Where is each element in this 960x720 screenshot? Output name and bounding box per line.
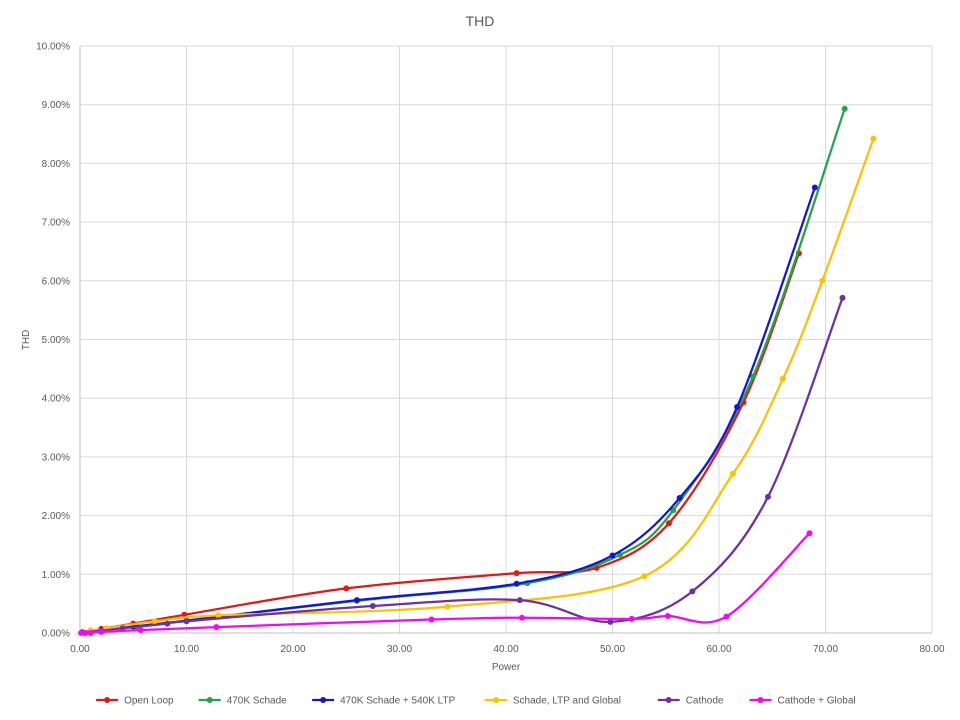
data-point xyxy=(764,493,771,500)
data-point xyxy=(839,294,846,301)
y-tick-label: 0.00% xyxy=(42,629,70,640)
data-point xyxy=(513,570,520,577)
y-tick-label: 1.00% xyxy=(42,570,70,581)
legend-item-470k-schade-540k-ltp: 470K Schade + 540K LTP xyxy=(312,696,456,707)
y-tick-label: 6.00% xyxy=(42,276,70,287)
legend-label: 470K Schade xyxy=(227,696,287,707)
data-point xyxy=(665,520,672,527)
data-point xyxy=(428,616,435,623)
legend-marker xyxy=(104,697,111,703)
data-point xyxy=(811,184,818,191)
data-point xyxy=(609,552,616,559)
y-tick-label: 2.00% xyxy=(42,511,70,522)
data-point xyxy=(819,277,826,284)
series-schade-ltp-and-global xyxy=(79,135,877,635)
legend-item-cathode-global: Cathode + Global xyxy=(749,696,856,707)
series-line-schade-ltp-and-global xyxy=(81,137,875,633)
y-tick-label: 4.00% xyxy=(42,394,70,405)
legend: Open Loop 470K Schade 470K Schade + 540K L… xyxy=(96,696,856,707)
data-point xyxy=(641,573,648,580)
data-point xyxy=(518,614,525,621)
data-point xyxy=(779,375,786,382)
x-tick-label: 50.00 xyxy=(600,644,625,655)
legend-label: Cathode xyxy=(686,696,724,707)
data-point xyxy=(98,628,105,635)
legend-marker xyxy=(757,697,764,703)
data-point xyxy=(513,580,520,587)
x-tick-label: 60.00 xyxy=(706,644,731,655)
data-point xyxy=(870,135,877,142)
series-line-cathode xyxy=(81,296,844,634)
data-point xyxy=(734,404,741,411)
x-tick-labels: 0.00 10.00 20.00 30.00 40.00 50.00 60.00 70.00 8… xyxy=(70,644,945,655)
series-open-loop xyxy=(79,250,802,636)
y-tick-label: 10.00% xyxy=(36,42,70,53)
y-tick-label: 9.00% xyxy=(42,100,70,111)
legend-marker xyxy=(665,697,672,703)
data-point xyxy=(841,105,848,112)
series xyxy=(78,105,877,636)
data-point xyxy=(343,585,350,592)
data-point xyxy=(444,603,451,610)
y-tick-labels: 0.00% 1.00% 2.00% 3.00% 4.00% 5.00% 6.00% 7.00%… xyxy=(36,42,70,640)
x-tick-label: 80.00 xyxy=(919,644,944,655)
data-point xyxy=(806,530,813,537)
data-point xyxy=(213,624,220,631)
data-point xyxy=(78,630,85,636)
data-point xyxy=(353,597,360,604)
x-tick-label: 30.00 xyxy=(387,644,412,655)
legend-item-470k-schade: 470K Schade xyxy=(198,696,287,707)
data-point xyxy=(137,627,144,634)
series-cathode xyxy=(79,294,846,636)
data-point xyxy=(82,630,89,636)
y-tick-label: 5.00% xyxy=(42,335,70,346)
y-tick-label: 8.00% xyxy=(42,159,70,170)
legend-marker xyxy=(492,697,499,703)
data-point xyxy=(215,612,222,619)
y-tick-label: 7.00% xyxy=(42,218,70,229)
data-point xyxy=(183,618,190,625)
data-point xyxy=(628,615,635,622)
legend-item-cathode: Cathode xyxy=(657,696,724,707)
grid xyxy=(80,45,933,633)
y-tick-label: 3.00% xyxy=(42,452,70,463)
series-line-470k-schade-540k-ltp xyxy=(81,186,816,634)
data-point xyxy=(181,611,188,618)
data-point xyxy=(689,588,696,595)
data-point xyxy=(750,373,757,380)
legend-label: Cathode + Global xyxy=(778,696,856,707)
axes xyxy=(79,46,932,634)
data-point xyxy=(151,618,158,625)
series-470k-schade xyxy=(79,105,848,636)
legend-marker xyxy=(206,697,213,703)
x-axis-title: Power xyxy=(492,662,521,673)
data-point xyxy=(516,597,523,604)
x-tick-label: 40.00 xyxy=(493,644,518,655)
data-point xyxy=(164,620,171,627)
data-point xyxy=(87,630,94,636)
legend-item-open-loop: Open Loop xyxy=(96,696,174,707)
x-tick-label: 70.00 xyxy=(813,644,838,655)
x-tick-label: 0.00 xyxy=(70,644,90,655)
data-point xyxy=(723,613,730,620)
legend-label: Schade, LTP and Global xyxy=(513,696,621,707)
data-point xyxy=(729,470,736,477)
data-point xyxy=(369,602,376,609)
data-point xyxy=(607,618,614,625)
x-tick-label: 10.00 xyxy=(174,644,199,655)
series-cathode-global xyxy=(78,530,813,636)
legend-item-schade-ltp-and-global: Schade, LTP and Global xyxy=(484,696,621,707)
data-point xyxy=(676,494,683,501)
legend-label: Open Loop xyxy=(124,696,174,707)
data-point xyxy=(664,612,671,619)
y-axis-title: THD xyxy=(21,330,32,351)
x-tick-label: 20.00 xyxy=(280,644,305,655)
legend-label: 470K Schade + 540K LTP xyxy=(340,696,456,707)
legend-marker xyxy=(320,697,327,703)
series-470k-schade-540k-ltp xyxy=(79,184,818,636)
chart-title: THD xyxy=(466,13,495,29)
series-line-open-loop xyxy=(81,252,801,634)
